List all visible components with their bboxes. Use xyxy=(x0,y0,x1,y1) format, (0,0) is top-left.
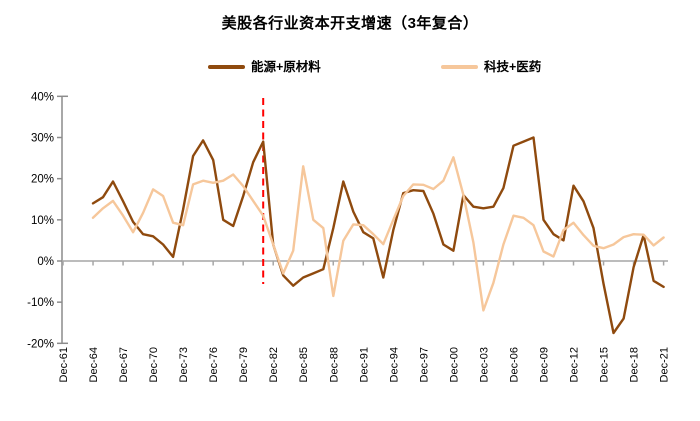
x-axis-tick-label: Dec-18 xyxy=(629,347,641,382)
y-axis-tick-label: 20% xyxy=(31,174,54,186)
legend-label-tech-pharma: 科技+医药 xyxy=(484,60,542,74)
x-axis-tick-label: Dec-82 xyxy=(268,347,280,382)
x-axis-tick-label: Dec-64 xyxy=(88,347,100,382)
x-axis-tick-label: Dec-21 xyxy=(659,347,671,382)
chart-title: 美股各行业资本开支增速（3年复合） xyxy=(221,15,479,32)
x-axis-tick-label: Dec-88 xyxy=(328,347,340,382)
energy-materials-line xyxy=(91,136,665,335)
x-axis-tick-label: Dec-00 xyxy=(448,347,460,382)
x-axis-tick-label: Dec-70 xyxy=(148,347,160,382)
x-axis-tick-label: Dec-03 xyxy=(478,347,490,382)
x-axis-tick-label: Dec-61 xyxy=(58,347,70,382)
energy-materials-line-swatch xyxy=(208,65,245,69)
x-axis-tick-label: Dec-73 xyxy=(178,347,190,382)
y-axis-tick-label: -10% xyxy=(27,297,54,309)
y-axis-tick-label: -20% xyxy=(27,338,54,350)
x-axis-tick-label: Dec-97 xyxy=(418,347,430,382)
tech-pharma-line-swatch xyxy=(441,65,478,69)
x-axis-tick-label: Dec-67 xyxy=(118,347,130,382)
y-axis-tick-label: 30% xyxy=(31,132,54,144)
legend-item-energy-materials: 能源+原材料 xyxy=(208,58,321,76)
x-axis-tick-label: Dec-91 xyxy=(358,347,370,382)
x-axis-tick-label: Dec-06 xyxy=(508,347,520,382)
x-axis-tick-label: Dec-12 xyxy=(569,347,581,382)
y-axis-tick-label: 10% xyxy=(31,215,54,227)
y-axis-tick-label: 40% xyxy=(31,91,54,103)
x-axis-tick-label: Dec-85 xyxy=(298,347,310,382)
x-axis-tick-label: Dec-09 xyxy=(538,347,550,382)
x-axis-tick-label: Dec-79 xyxy=(238,347,250,382)
legend-item-tech-pharma: 科技+医药 xyxy=(441,58,541,76)
x-axis-tick-label: Dec-76 xyxy=(208,347,220,382)
x-axis-tick-label: Dec-15 xyxy=(599,347,611,382)
y-axis-tick-label: 0% xyxy=(37,256,54,268)
tech-pharma-line xyxy=(91,156,665,312)
legend-label-energy-materials: 能源+原材料 xyxy=(251,60,321,74)
x-axis-tick-label: Dec-94 xyxy=(388,347,400,382)
legend: 能源+原材料 科技+医药 xyxy=(0,58,700,76)
